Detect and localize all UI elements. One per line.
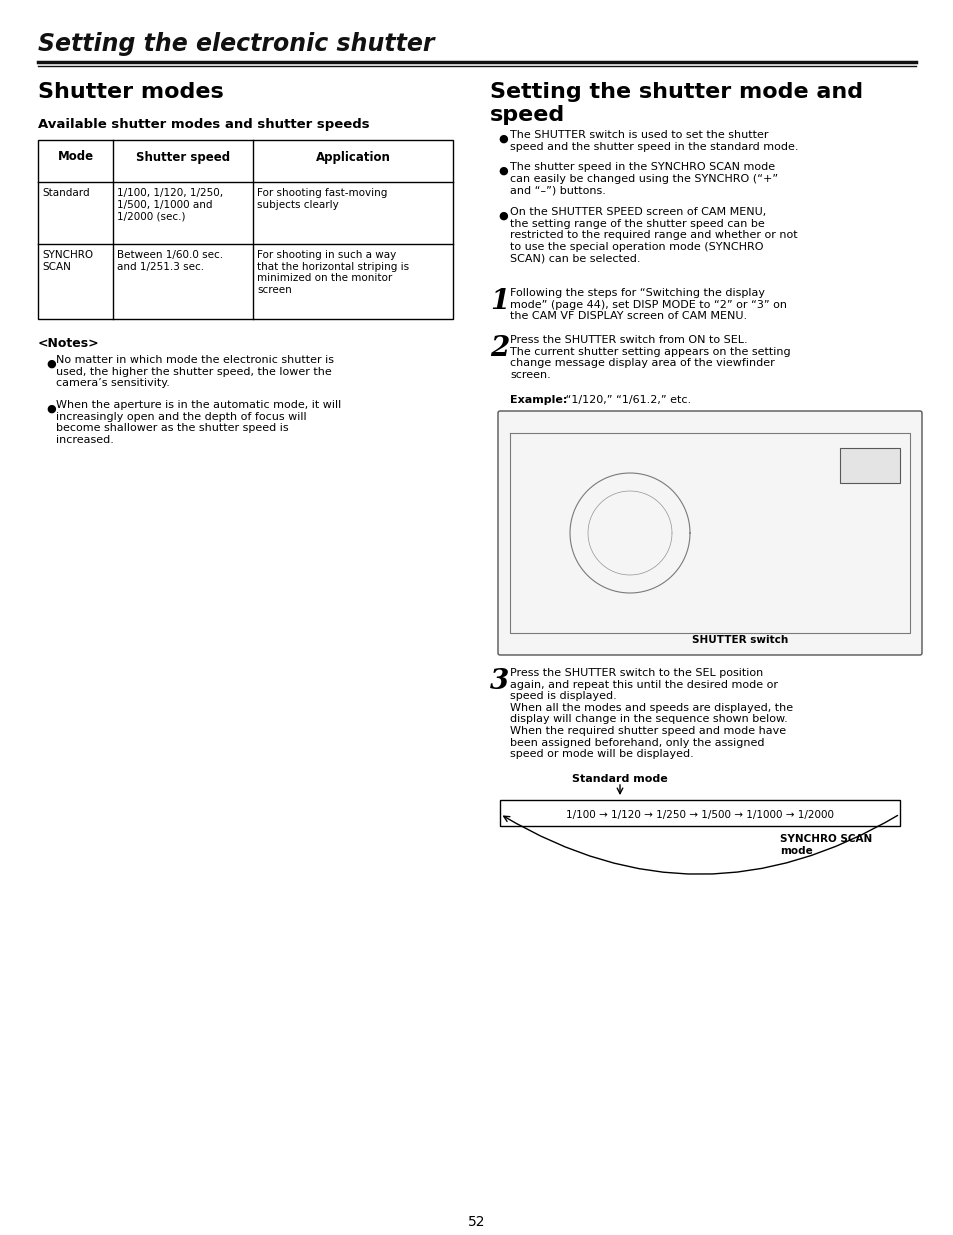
Text: ●: ● — [497, 211, 507, 221]
Text: When the aperture is in the automatic mode, it will
increasingly open and the de: When the aperture is in the automatic mo… — [56, 400, 341, 445]
Text: Press the SHUTTER switch to the SEL position
again, and repeat this until the de: Press the SHUTTER switch to the SEL posi… — [510, 668, 792, 760]
Bar — [499, 800, 899, 826]
Text: SYNCHRO SCAN
mode: SYNCHRO SCAN mode — [780, 834, 871, 856]
Text: Shutter modes: Shutter modes — [38, 82, 224, 103]
Text: SYNCHRO
SCAN: SYNCHRO SCAN — [42, 249, 93, 272]
Text: For shooting fast-moving
subjects clearly: For shooting fast-moving subjects clearl… — [256, 188, 387, 210]
Text: On the SHUTTER SPEED screen of CAM MENU,
the setting range of the shutter speed : On the SHUTTER SPEED screen of CAM MENU,… — [510, 207, 797, 263]
Text: For shooting in such a way
that the horizontal striping is
minimized on the moni: For shooting in such a way that the hori… — [256, 249, 409, 295]
Text: Setting the shutter mode and
speed: Setting the shutter mode and speed — [490, 82, 862, 125]
Text: Following the steps for “Switching the display
mode” (page 44), set DISP MODE to: Following the steps for “Switching the d… — [510, 288, 786, 321]
Text: 3: 3 — [490, 668, 509, 695]
Text: 1/100, 1/120, 1/250,
1/500, 1/1000 and
1/2000 (sec.): 1/100, 1/120, 1/250, 1/500, 1/1000 and 1… — [117, 188, 223, 221]
Text: ●: ● — [497, 135, 507, 144]
Text: SHUTTER switch: SHUTTER switch — [691, 635, 787, 645]
Text: Mode: Mode — [57, 151, 93, 163]
Bar — [38, 140, 453, 319]
Text: No matter in which mode the electronic shutter is
used, the higher the shutter s: No matter in which mode the electronic s… — [56, 354, 334, 388]
Text: 52: 52 — [468, 1215, 485, 1229]
Text: ●: ● — [46, 359, 55, 369]
Text: Standard mode: Standard mode — [572, 774, 667, 784]
Text: “1/120,” “1/61.2,” etc.: “1/120,” “1/61.2,” etc. — [561, 395, 690, 405]
Text: Shutter speed: Shutter speed — [135, 151, 230, 163]
Text: 2: 2 — [490, 335, 509, 362]
Text: 1/100 → 1/120 → 1/250 → 1/500 → 1/1000 → 1/2000: 1/100 → 1/120 → 1/250 → 1/500 → 1/1000 →… — [565, 810, 833, 820]
FancyBboxPatch shape — [497, 411, 921, 655]
Text: Press the SHUTTER switch from ON to SEL.
The current shutter setting appears on : Press the SHUTTER switch from ON to SEL.… — [510, 335, 790, 380]
Text: ●: ● — [46, 404, 55, 414]
Text: Setting the electronic shutter: Setting the electronic shutter — [38, 32, 434, 56]
Text: Application: Application — [315, 151, 390, 163]
Bar — [840, 448, 899, 483]
Text: ●: ● — [497, 165, 507, 177]
Text: Example:: Example: — [510, 395, 567, 405]
Text: Available shutter modes and shutter speeds: Available shutter modes and shutter spee… — [38, 119, 369, 131]
Text: <Notes>: <Notes> — [38, 337, 99, 350]
Text: Standard: Standard — [42, 188, 90, 198]
Text: The shutter speed in the SYNCHRO SCAN mode
can easily be changed using the SYNCH: The shutter speed in the SYNCHRO SCAN mo… — [510, 162, 778, 195]
Text: The SHUTTER switch is used to set the shutter
speed and the shutter speed in the: The SHUTTER switch is used to set the sh… — [510, 130, 798, 152]
Text: 1: 1 — [490, 288, 509, 315]
Text: Between 1/60.0 sec.
and 1/251.3 sec.: Between 1/60.0 sec. and 1/251.3 sec. — [117, 249, 223, 272]
